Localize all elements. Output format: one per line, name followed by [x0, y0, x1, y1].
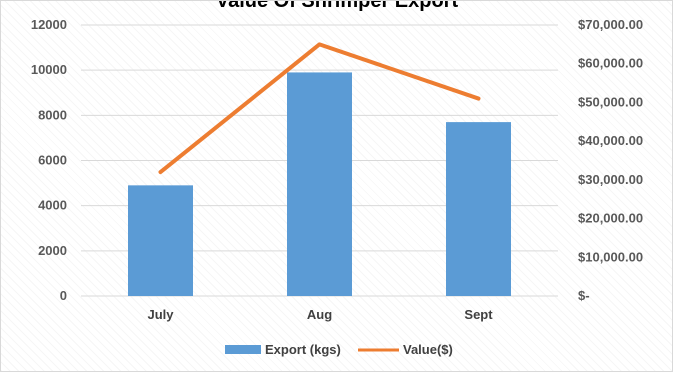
- legend-swatch-export: [225, 345, 261, 354]
- right-tick-label: $10,000.00: [578, 249, 643, 264]
- legend-label-export: Export (kgs): [265, 342, 341, 357]
- right-tick-label: $50,000.00: [578, 94, 643, 109]
- category-label-july: July: [147, 307, 174, 322]
- left-tick-label: 8000: [38, 107, 67, 122]
- right-tick-label: $70,000.00: [578, 17, 643, 32]
- right-tick-label: $40,000.00: [578, 133, 643, 148]
- right-tick-label: $60,000.00: [578, 56, 643, 71]
- right-tick-label: $20,000.00: [578, 211, 643, 226]
- left-tick-label: 12000: [31, 17, 67, 32]
- left-axis-ticks: 0 2000 4000 6000 8000 10000 12000: [31, 17, 67, 303]
- right-tick-label: $30,000.00: [578, 172, 643, 187]
- bar-series-export: [128, 72, 511, 296]
- right-axis-ticks: $- $10,000.00 $20,000.00 $30,000.00 $40,000.…: [578, 17, 643, 303]
- line-series-value: [158, 42, 481, 175]
- category-axis-labels: July Aug Sept: [147, 307, 493, 322]
- left-tick-label: 10000: [31, 62, 67, 77]
- bar-july: [128, 185, 193, 296]
- left-tick-label: 2000: [38, 243, 67, 258]
- bar-sept: [446, 122, 511, 296]
- left-tick-label: 4000: [38, 198, 67, 213]
- right-tick-label: $-: [578, 288, 590, 303]
- bar-aug: [287, 72, 352, 296]
- legend-label-value: Value($): [403, 342, 453, 357]
- value-line: [158, 42, 481, 175]
- category-label-sept: Sept: [464, 307, 493, 322]
- left-tick-label: 0: [60, 288, 67, 303]
- left-tick-label: 6000: [38, 153, 67, 168]
- category-label-aug: Aug: [307, 307, 332, 322]
- chart-title: Value Of Shrimper Export: [216, 1, 459, 12]
- legend: Export (kgs) Value($): [225, 342, 453, 357]
